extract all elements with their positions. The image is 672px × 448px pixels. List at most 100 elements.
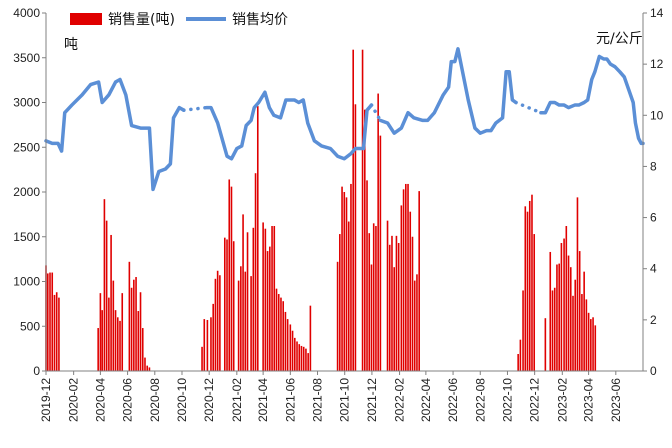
bar — [395, 235, 398, 371]
x-tick-label: 2020-10 — [175, 378, 189, 422]
bar — [400, 205, 403, 371]
x-tick-label: 2020-08 — [148, 378, 162, 422]
bar — [237, 280, 240, 371]
bar — [339, 234, 341, 371]
bar — [130, 287, 133, 371]
left-tick-label: 2500 — [13, 140, 40, 154]
bar — [363, 109, 366, 371]
bar — [519, 339, 522, 371]
legend-swatch-bars — [70, 13, 102, 25]
x-tick-label: 2021-08 — [311, 378, 325, 422]
x-tick-label: 2022-08 — [473, 378, 487, 422]
bar-series — [45, 49, 597, 372]
bar — [293, 337, 296, 371]
bar — [549, 251, 552, 371]
legend-label-bars: 销售量(吨) — [108, 12, 175, 28]
legend: 销售量(吨) 销售均价 — [70, 12, 288, 28]
bar — [361, 49, 364, 371]
bar — [556, 264, 558, 371]
bar — [565, 226, 568, 371]
bar — [377, 93, 379, 372]
bar — [244, 271, 247, 371]
x-tick-label: 2022-04 — [419, 378, 433, 422]
bar — [105, 220, 108, 371]
bar — [148, 367, 151, 371]
bar — [116, 317, 119, 371]
bar — [526, 211, 529, 371]
left-tick-label: 1000 — [13, 275, 40, 289]
bar — [576, 197, 579, 371]
bar — [114, 310, 117, 371]
bar — [228, 179, 231, 371]
right-axis-unit: 元/公斤 — [596, 31, 643, 47]
x-tick-label: 2022-02 — [393, 378, 407, 422]
bar — [206, 319, 209, 371]
bar — [393, 267, 396, 371]
bar — [558, 263, 560, 371]
bar — [307, 353, 309, 371]
right-tick-label: 14 — [650, 6, 664, 20]
bar — [137, 311, 140, 371]
bar — [413, 280, 416, 371]
bar — [119, 320, 121, 371]
bar — [55, 292, 58, 371]
axes: 0 500 1000 1500 2000 2500 3000 3500 4000 0 2 4 6 8 10 1… — [13, 6, 663, 422]
bar — [370, 264, 373, 371]
bar — [309, 305, 312, 371]
bar — [250, 276, 252, 371]
bar — [254, 173, 257, 371]
right-tick-label: 12 — [650, 57, 664, 71]
bar — [112, 280, 115, 371]
left-axis-unit: 吨 — [64, 37, 78, 53]
bar — [583, 271, 585, 371]
bar — [553, 287, 556, 371]
bar — [551, 290, 554, 371]
right-tick-label: 8 — [650, 159, 657, 173]
x-tick-label: 2023-04 — [582, 378, 596, 422]
bar — [240, 266, 242, 371]
bar — [347, 221, 350, 371]
bar — [214, 278, 217, 371]
bar — [252, 227, 255, 371]
bar — [345, 197, 348, 371]
bar — [266, 251, 269, 371]
line-gap-segment — [182, 105, 209, 112]
bar — [581, 294, 583, 371]
bar — [567, 255, 570, 371]
line-series — [44, 47, 645, 192]
bar — [121, 293, 124, 371]
bar — [103, 199, 106, 371]
bar — [397, 243, 400, 371]
bar — [264, 228, 267, 371]
left-tick-label: 0 — [33, 364, 40, 378]
bar — [49, 272, 51, 371]
bar — [368, 233, 371, 371]
bar — [354, 104, 357, 371]
bar — [273, 226, 276, 371]
bar — [563, 238, 565, 371]
bar — [286, 319, 289, 371]
bar — [352, 49, 354, 371]
bar — [341, 186, 343, 371]
bar — [574, 279, 577, 371]
bar — [110, 234, 112, 371]
bar — [210, 317, 212, 371]
bar — [99, 293, 102, 371]
bar — [594, 325, 597, 371]
bar — [350, 183, 352, 371]
bar — [226, 239, 228, 371]
line-segment — [539, 54, 645, 146]
bar — [277, 294, 280, 371]
bar — [216, 270, 219, 371]
bar — [201, 346, 203, 371]
right-tick-label: 2 — [650, 313, 657, 327]
x-tick-label: 2023-02 — [555, 378, 569, 422]
x-tick-label: 2020-02 — [67, 378, 81, 422]
bar — [522, 290, 524, 371]
left-tick-label: 500 — [20, 319, 40, 333]
bar — [296, 341, 298, 371]
bar — [256, 106, 259, 371]
bar — [219, 275, 221, 371]
bar — [133, 279, 135, 371]
left-tick-label: 2000 — [13, 185, 40, 199]
